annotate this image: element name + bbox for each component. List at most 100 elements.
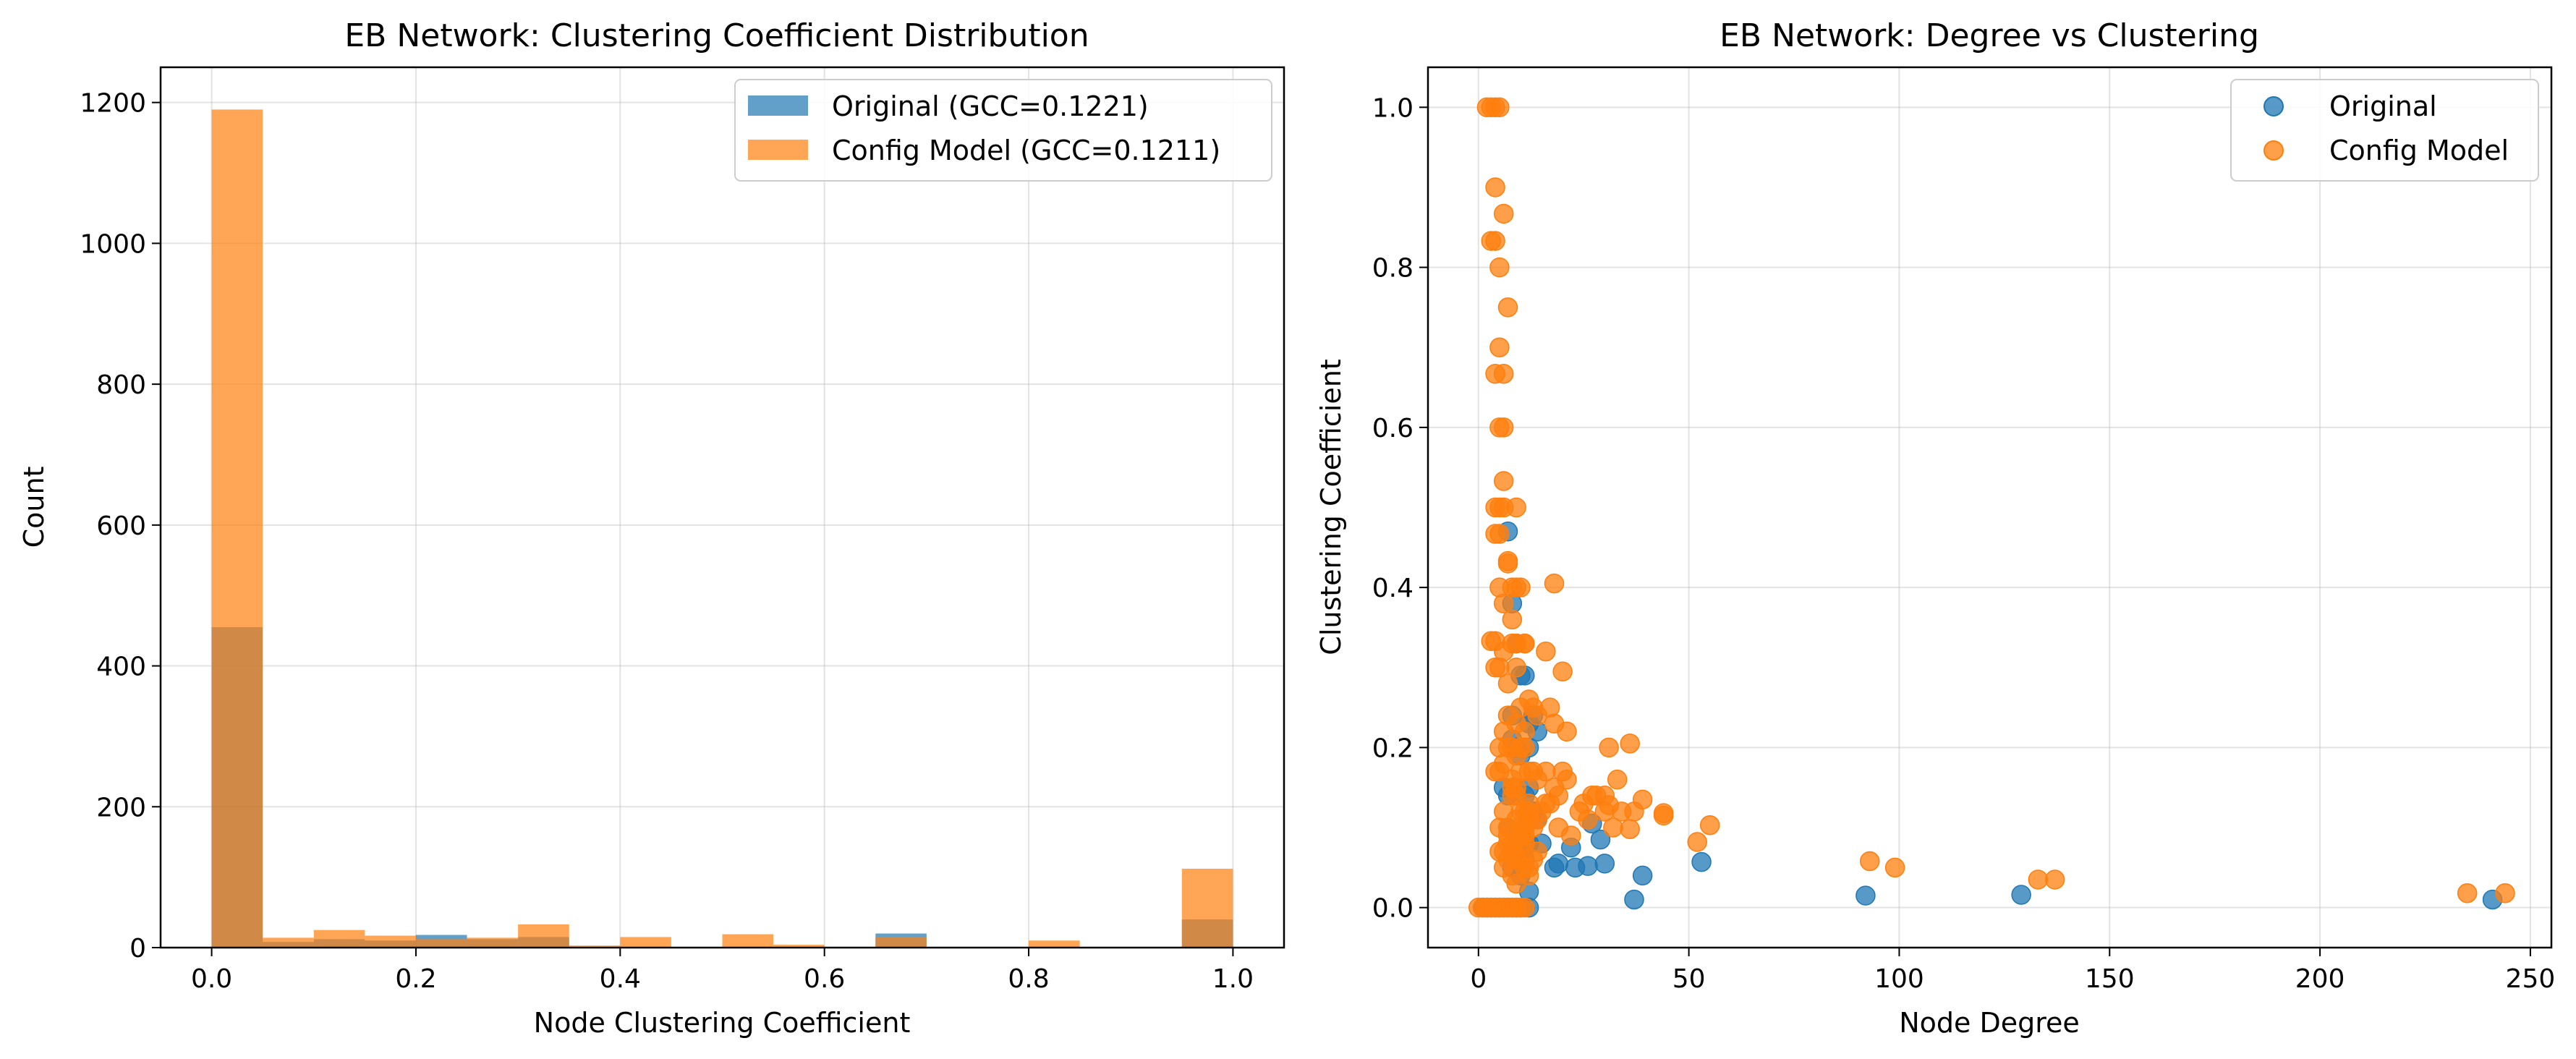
x-tick-label: 0.2: [395, 964, 436, 994]
histogram-bar-config-model: [518, 924, 569, 948]
histogram-bar-config-model: [722, 934, 774, 948]
x-tick-label: 50: [1672, 964, 1706, 994]
y-tick-label: 0.2: [1372, 733, 1414, 763]
x-tick-label: 250: [2506, 964, 2556, 994]
scatter-point-original: [1691, 851, 1712, 872]
scatter-point-original: [1578, 856, 1598, 876]
scatter-point-config-model: [2044, 869, 2065, 890]
histogram-bar-config-model: [1181, 868, 1233, 948]
x-tick-label: 0.8: [1008, 964, 1049, 994]
scatter-point-config-model: [1502, 609, 1523, 630]
scatter-point-config-model: [1620, 819, 1640, 840]
scatter-point-config-model: [1557, 769, 1577, 790]
y-tick-label: 1000: [80, 229, 146, 259]
scatter-point-config-model: [1515, 897, 1535, 918]
scatter-point-original: [1632, 865, 1653, 886]
scatter-point-config-model: [1859, 851, 1880, 872]
scatter-point-original: [1548, 854, 1569, 874]
scatter-point-config-model: [1552, 661, 1573, 682]
histogram-bar-config-model: [773, 945, 825, 948]
legend-label-config-model: Config Model (GCC=0.1211): [832, 135, 1220, 166]
legend-marker-config-model: [2263, 140, 2284, 161]
scatter-legend-frame: [2230, 79, 2539, 182]
scatter-title: EB Network: Degree vs Clustering: [1720, 17, 2259, 54]
x-tick-label: 0.0: [191, 964, 232, 994]
histogram-panel: EB Network: Clustering Coefficient Distr…: [18, 17, 1285, 1039]
scatter-point-config-model: [1687, 832, 1708, 852]
x-tick-label: 1.0: [1212, 964, 1254, 994]
histogram-grid: [161, 67, 1284, 948]
y-tick-label: 1200: [80, 89, 146, 119]
histogram-bar-config-model: [1029, 940, 1080, 948]
histogram-legend: Original (GCC=0.1221) Config Model (GCC=…: [734, 79, 1272, 182]
scatter-point-config-model: [1497, 553, 1518, 574]
scatter-legend: Original Config Model: [2230, 79, 2539, 182]
histogram-bar-config-model: [415, 939, 467, 948]
scatter-point-config-model: [1599, 737, 1619, 758]
scatter-point-config-model: [1599, 795, 1619, 815]
scatter-point-config-model: [1603, 817, 1623, 838]
scatter-point-original: [1594, 854, 1615, 874]
scatter-point-config-model: [1485, 177, 1505, 197]
x-tick-label: 0.6: [804, 964, 845, 994]
x-tick-label: 150: [2085, 964, 2135, 994]
scatter-point-config-model: [1489, 257, 1510, 278]
histogram-bar-config-model: [365, 935, 416, 948]
legend-swatch-original: [748, 95, 808, 116]
histogram-bar-config-model: [313, 930, 365, 948]
scatter-legend-label-config-model: Config Model: [2329, 135, 2509, 166]
scatter-point-config-model: [1578, 809, 1598, 830]
x-tick-label: 0: [1470, 964, 1487, 994]
scatter-point-config-model: [1493, 203, 1514, 224]
scatter-point-config-model: [2457, 883, 2478, 903]
scatter-points: [1468, 97, 2515, 918]
y-tick-label: 0.8: [1372, 254, 1414, 284]
scatter-x-axis-label: Node Degree: [1899, 1007, 2080, 1039]
scatter-panel: EB Network: Degree vs Clustering 0 50 100 1…: [1315, 17, 2555, 1039]
histogram-title: EB Network: Clustering Coefficient Distr…: [344, 17, 1089, 54]
scatter-point-original: [2011, 885, 2031, 905]
scatter-point-config-model: [1485, 231, 1505, 251]
histogram-bar-config-model: [620, 937, 671, 948]
scatter-point-config-model: [2495, 883, 2515, 903]
histogram-plot-frame: [159, 66, 1285, 949]
histogram-x-axis-label: Node Clustering Coefficient: [534, 1007, 911, 1039]
y-tick-label: 400: [96, 652, 146, 682]
scatter-point-config-model: [1506, 777, 1526, 798]
scatter-point-config-model: [1497, 673, 1518, 694]
scatter-point-config-model: [1561, 825, 1581, 846]
y-tick-label: 600: [96, 511, 146, 541]
scatter-point-config-model: [1699, 815, 1720, 835]
scatter-ticks: 0 50 100 150 200 250 0.0 0.2 0.4 0.6 0.8 1.0: [1372, 93, 2556, 994]
scatter-point-config-model: [1493, 471, 1514, 491]
scatter-point-config-model: [1493, 417, 1514, 438]
scatter-point-config-model: [1884, 857, 1905, 878]
scatter-point-config-model: [1497, 297, 1518, 318]
scatter-point-config-model: [1536, 794, 1556, 814]
scatter-y-axis-label: Clustering Coefficient: [1315, 359, 1347, 655]
x-tick-label: 100: [1874, 964, 1924, 994]
legend-swatch-config-model: [748, 140, 808, 160]
scatter-point-config-model: [1489, 97, 1510, 118]
scatter-point-config-model: [1557, 721, 1577, 742]
histogram-bar-config-model: [875, 937, 927, 948]
scatter-point-config-model: [1527, 841, 1547, 862]
scatter-point-config-model: [1515, 633, 1535, 654]
scatter-point-config-model: [1515, 737, 1535, 758]
histogram-bar-config-model: [467, 937, 519, 948]
scatter-point-config-model: [1506, 658, 1526, 678]
scatter-point-original: [1856, 885, 1876, 906]
x-tick-label: 200: [2295, 964, 2345, 994]
scatter-point-config-model: [1510, 577, 1531, 597]
scatter-point-config-model: [1653, 803, 1674, 823]
histogram-bar-config-model: [569, 945, 621, 948]
legend-marker-original: [2263, 96, 2284, 116]
y-tick-label: 1.0: [1372, 93, 1414, 123]
histogram-bars: [211, 109, 1233, 948]
x-tick-label: 0.4: [600, 964, 641, 994]
histogram-y-axis-label: Count: [18, 467, 50, 548]
y-tick-label: 0.6: [1372, 414, 1414, 443]
scatter-point-config-model: [1632, 789, 1653, 810]
